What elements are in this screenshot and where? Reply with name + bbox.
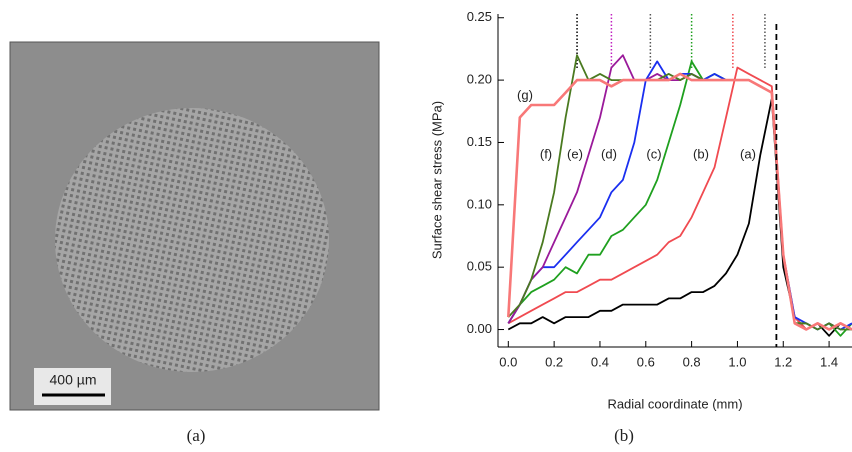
series-line <box>507 72 852 331</box>
droplet-region <box>55 108 329 372</box>
panel-label: (a) <box>187 426 206 445</box>
y-tick-label: 0.25 <box>467 9 492 24</box>
panel-label: (b) <box>614 426 634 445</box>
x-axis-label: Radial coordinate (mm) <box>607 396 742 411</box>
curve-label: (f) <box>540 146 552 161</box>
y-tick-label: 0.20 <box>467 72 492 87</box>
scale-bar-label: 400 µm <box>50 372 97 388</box>
x-tick-label: 0.4 <box>591 354 609 369</box>
series-line <box>507 54 852 331</box>
x-tick-label: 1.0 <box>728 354 746 369</box>
y-tick-label: 0.05 <box>467 259 492 274</box>
micrograph: 400 µm <box>9 41 380 411</box>
curve-label: (b) <box>693 146 709 161</box>
plot-area <box>507 14 852 347</box>
series-line <box>507 60 852 331</box>
x-tick-label: 0.2 <box>545 354 563 369</box>
y-tick-label: 0.10 <box>467 196 492 211</box>
x-tick-label: 0.6 <box>637 354 655 369</box>
series-line <box>507 97 852 337</box>
curve-label: (d) <box>601 146 617 161</box>
scale-bar-box <box>34 368 111 405</box>
x-tick-label: 1.4 <box>820 354 838 369</box>
curve-label: (e) <box>567 146 583 161</box>
y-tick-label: 0.15 <box>467 134 492 149</box>
x-tick-label: 1.2 <box>774 354 792 369</box>
curve-label: (c) <box>646 146 661 161</box>
curve-label: (a) <box>740 146 756 161</box>
series-line <box>507 54 852 331</box>
x-tick-label: 0.0 <box>499 354 517 369</box>
y-axis-label: Surface shear stress (MPa) <box>429 101 444 259</box>
x-tick-label: 0.8 <box>683 354 701 369</box>
y-tick-label: 0.00 <box>467 321 492 336</box>
curve-label: (g) <box>517 87 533 102</box>
